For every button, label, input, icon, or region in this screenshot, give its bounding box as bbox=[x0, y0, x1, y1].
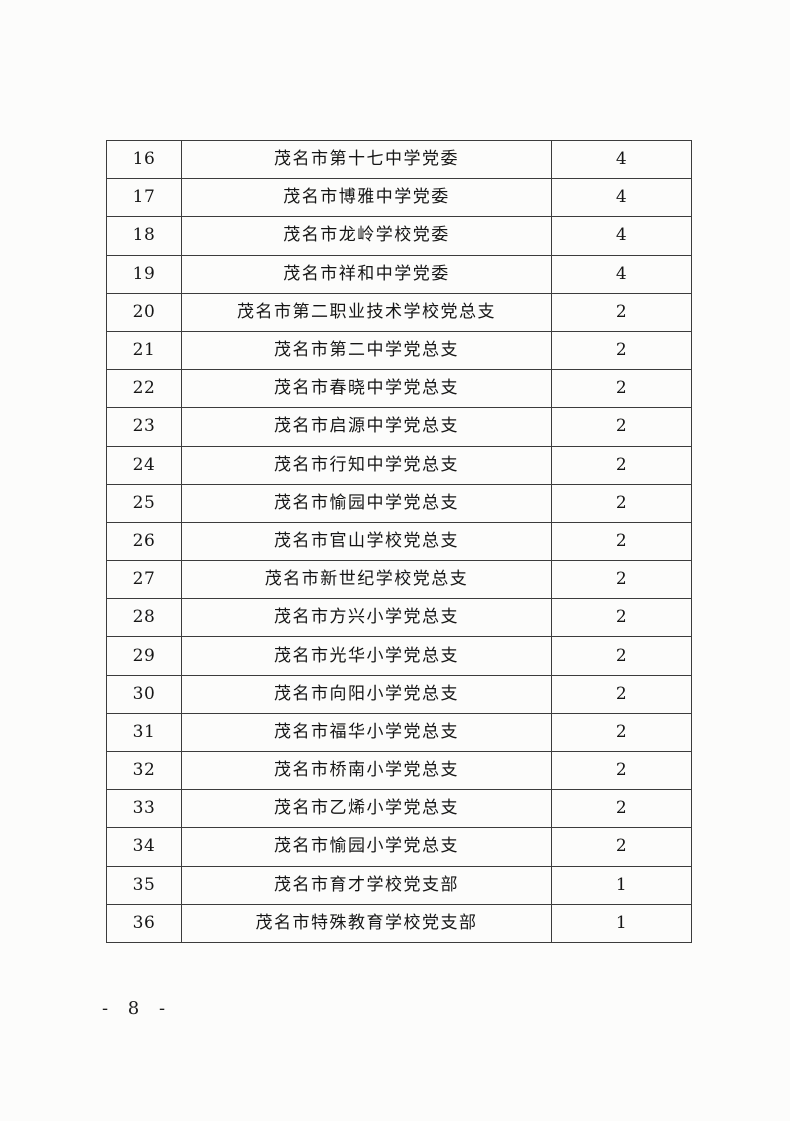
quota-count-cell: 2 bbox=[551, 598, 692, 638]
org-name-cell: 茂名市博雅中学党委 bbox=[181, 178, 552, 218]
org-name-cell: 茂名市育才学校党支部 bbox=[181, 865, 552, 905]
quota-count-cell: 2 bbox=[551, 330, 692, 371]
quota-count-cell: 2 bbox=[551, 789, 692, 829]
quota-count-cell: 2 bbox=[551, 445, 692, 485]
quota-count-cell: 2 bbox=[551, 483, 692, 523]
row-number-cell: 30 bbox=[106, 674, 182, 714]
row-number-cell: 28 bbox=[106, 598, 182, 638]
quota-count-cell: 4 bbox=[551, 178, 692, 218]
page-number: - 8 - bbox=[102, 998, 173, 1019]
row-number-cell: 19 bbox=[106, 254, 182, 294]
table-row: 18 茂名市龙岭学校党委 4 bbox=[106, 216, 692, 256]
org-name-cell: 茂名市福华小学党总支 bbox=[181, 712, 552, 753]
row-number-cell: 21 bbox=[106, 330, 182, 371]
row-number-cell: 33 bbox=[106, 789, 182, 829]
row-number-cell: 31 bbox=[106, 712, 182, 753]
org-name-cell: 茂名市第二中学党总支 bbox=[181, 330, 552, 371]
org-name-cell: 茂名市龙岭学校党委 bbox=[181, 216, 552, 256]
row-number-cell: 22 bbox=[106, 369, 182, 409]
quota-count-cell: 2 bbox=[551, 712, 692, 753]
org-name-cell: 茂名市向阳小学党总支 bbox=[181, 674, 552, 714]
quota-count-cell: 4 bbox=[551, 139, 692, 180]
row-number-cell: 20 bbox=[106, 292, 182, 332]
table-row: 31 茂名市福华小学党总支 2 bbox=[106, 712, 692, 753]
quota-count-cell: 2 bbox=[551, 292, 692, 332]
table-row: 16 茂名市第十七中学党委 4 bbox=[106, 139, 692, 180]
row-number-cell: 18 bbox=[106, 216, 182, 256]
table-row: 30 茂名市向阳小学党总支 2 bbox=[106, 674, 692, 714]
org-name-cell: 茂名市行知中学党总支 bbox=[181, 445, 552, 485]
row-number-cell: 24 bbox=[106, 445, 182, 485]
org-name-cell: 茂名市官山学校党总支 bbox=[181, 521, 552, 562]
quota-count-cell: 2 bbox=[551, 636, 692, 676]
row-number-cell: 35 bbox=[106, 865, 182, 905]
org-name-cell: 茂名市愉园中学党总支 bbox=[181, 483, 552, 523]
table-row: 24 茂名市行知中学党总支 2 bbox=[106, 445, 692, 485]
table-row: 29 茂名市光华小学党总支 2 bbox=[106, 636, 692, 676]
table-row: 17 茂名市博雅中学党委 4 bbox=[106, 178, 692, 218]
org-name-cell: 茂名市第二职业技术学校党总支 bbox=[181, 292, 552, 332]
quota-count-cell: 1 bbox=[551, 903, 692, 943]
table-row: 22 茂名市春晓中学党总支 2 bbox=[106, 369, 692, 409]
table-row: 27 茂名市新世纪学校党总支 2 bbox=[106, 560, 692, 600]
quota-count-cell: 2 bbox=[551, 827, 692, 867]
org-name-cell: 茂名市新世纪学校党总支 bbox=[181, 560, 552, 600]
quota-count-cell: 2 bbox=[551, 369, 692, 409]
row-number-cell: 29 bbox=[106, 636, 182, 676]
row-number-cell: 26 bbox=[106, 521, 182, 562]
table-row: 20 茂名市第二职业技术学校党总支 2 bbox=[106, 292, 692, 332]
row-number-cell: 34 bbox=[106, 827, 182, 867]
row-number-cell: 25 bbox=[106, 483, 182, 523]
row-number-cell: 36 bbox=[106, 903, 182, 943]
row-number-cell: 27 bbox=[106, 560, 182, 600]
org-name-cell: 茂名市祥和中学党委 bbox=[181, 254, 552, 294]
quota-count-cell: 4 bbox=[551, 254, 692, 294]
org-name-cell: 茂名市乙烯小学党总支 bbox=[181, 789, 552, 829]
org-name-cell: 茂名市第十七中学党委 bbox=[181, 139, 552, 180]
table-row: 25 茂名市愉园中学党总支 2 bbox=[106, 483, 692, 523]
org-name-cell: 茂名市桥南小学党总支 bbox=[181, 750, 552, 791]
org-name-cell: 茂名市春晓中学党总支 bbox=[181, 369, 552, 409]
quota-count-cell: 2 bbox=[551, 407, 692, 447]
table-body: 16 茂名市第十七中学党委 4 17 茂名市博雅中学党委 4 18 茂名市龙岭学校党委 4 19 茂… bbox=[106, 139, 692, 943]
table-row: 34 茂名市愉园小学党总支 2 bbox=[106, 827, 692, 867]
quota-count-cell: 2 bbox=[551, 674, 692, 714]
quota-count-cell: 1 bbox=[551, 865, 692, 905]
row-number-cell: 32 bbox=[106, 750, 182, 791]
org-name-cell: 茂名市特殊教育学校党支部 bbox=[181, 903, 552, 943]
row-number-cell: 23 bbox=[106, 407, 182, 447]
org-quota-table: 16 茂名市第十七中学党委 4 17 茂名市博雅中学党委 4 18 茂名市龙岭学校党委 4 19 茂… bbox=[106, 139, 692, 943]
org-name-cell: 茂名市启源中学党总支 bbox=[181, 407, 552, 447]
row-number-cell: 17 bbox=[106, 178, 182, 218]
org-name-cell: 茂名市方兴小学党总支 bbox=[181, 598, 552, 638]
quota-count-cell: 4 bbox=[551, 216, 692, 256]
quota-count-cell: 2 bbox=[551, 750, 692, 791]
table-row: 33 茂名市乙烯小学党总支 2 bbox=[106, 789, 692, 829]
org-name-cell: 茂名市光华小学党总支 bbox=[181, 636, 552, 676]
row-number-cell: 16 bbox=[106, 139, 182, 180]
quota-count-cell: 2 bbox=[551, 560, 692, 600]
table-row: 36 茂名市特殊教育学校党支部 1 bbox=[106, 903, 692, 943]
table-row: 32 茂名市桥南小学党总支 2 bbox=[106, 750, 692, 791]
table-row: 21 茂名市第二中学党总支 2 bbox=[106, 330, 692, 371]
org-name-cell: 茂名市愉园小学党总支 bbox=[181, 827, 552, 867]
table-row: 19 茂名市祥和中学党委 4 bbox=[106, 254, 692, 294]
table-row: 23 茂名市启源中学党总支 2 bbox=[106, 407, 692, 447]
table-row: 35 茂名市育才学校党支部 1 bbox=[106, 865, 692, 905]
table-row: 26 茂名市官山学校党总支 2 bbox=[106, 521, 692, 562]
quota-count-cell: 2 bbox=[551, 521, 692, 562]
table-row: 28 茂名市方兴小学党总支 2 bbox=[106, 598, 692, 638]
